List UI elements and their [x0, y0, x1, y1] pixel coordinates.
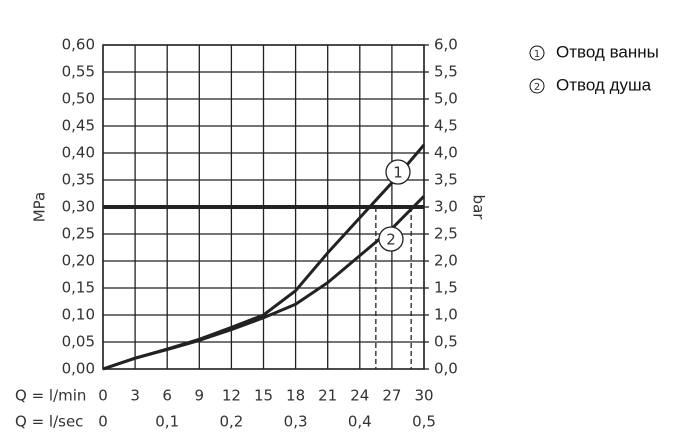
y-tick-label: 0,00 — [62, 360, 95, 378]
y-tick-label: 0,45 — [62, 117, 95, 135]
callout-label: 1 — [393, 164, 403, 182]
y-tick-label: 0,15 — [62, 279, 95, 297]
y2-axis-label: bar — [470, 195, 488, 221]
x2-tick-label: 0,1 — [155, 413, 179, 431]
y-tick-label: 0,40 — [62, 144, 95, 162]
callout-circle — [378, 226, 404, 252]
x2-tick-label: 0,5 — [412, 413, 436, 431]
y2-tick-label: 3,0 — [434, 198, 458, 216]
callout-circle — [385, 159, 411, 185]
x2-tick-label: 0,3 — [284, 413, 308, 431]
y-tick-label: 0,35 — [62, 171, 95, 189]
y2-tick-label: 4,5 — [434, 117, 458, 135]
y-tick-label: 0,55 — [62, 63, 95, 81]
y-tick-label: 0,20 — [62, 252, 95, 270]
y2-tick-label: 2,5 — [434, 225, 458, 243]
legend-marker-label: 1 — [534, 49, 540, 60]
y2-tick-label: 5,5 — [434, 63, 458, 81]
x-tick-label: 30 — [414, 387, 433, 405]
y-tick-label: 0,10 — [62, 306, 95, 324]
y2-tick-label: 1,0 — [434, 306, 458, 324]
y2-tick-label: 0,0 — [434, 360, 458, 378]
x2-tick-label: 0,4 — [348, 413, 372, 431]
legend-marker — [529, 78, 545, 94]
legend-label: Отвод душа — [556, 75, 652, 94]
callout-label: 2 — [386, 231, 396, 249]
y-tick-label: 0,60 — [62, 36, 95, 54]
y2-tick-label: 2,0 — [434, 252, 458, 270]
x2-tick-label: 0,2 — [219, 413, 243, 431]
series-line — [102, 195, 426, 371]
x-tick-label: 15 — [254, 387, 273, 405]
x-row-label: Q = l/min — [15, 387, 86, 405]
x-tick-label: 3 — [130, 387, 140, 405]
y-tick-label: 0,50 — [62, 90, 95, 108]
y2-tick-label: 1,5 — [434, 279, 458, 297]
x-tick-label: 0 — [98, 387, 108, 405]
x-tick-label: 21 — [318, 387, 337, 405]
x2-row-label: Q = l/sec — [15, 413, 83, 431]
y-tick-label: 0,30 — [62, 198, 95, 216]
x2-tick-label: 0 — [98, 413, 108, 431]
y-tick-label: 0,25 — [62, 225, 95, 243]
x-tick-label: 12 — [222, 387, 241, 405]
x-tick-label: 6 — [162, 387, 172, 405]
x-tick-label: 9 — [195, 387, 205, 405]
x-tick-label: 27 — [382, 387, 401, 405]
y2-tick-label: 0,5 — [434, 333, 458, 351]
y2-tick-label: 3,5 — [434, 171, 458, 189]
legend-label: Отвод ванны — [556, 42, 659, 61]
y2-tick-label: 6,0 — [434, 36, 458, 54]
y2-tick-label: 5,0 — [434, 90, 458, 108]
y2-tick-label: 4,0 — [434, 144, 458, 162]
y-tick-label: 0,05 — [62, 333, 95, 351]
legend-marker — [529, 45, 545, 61]
legend-marker-label: 2 — [534, 82, 540, 93]
x-tick-label: 24 — [350, 387, 369, 405]
y-axis-label: MPa — [31, 192, 49, 223]
x-tick-label: 18 — [286, 387, 305, 405]
